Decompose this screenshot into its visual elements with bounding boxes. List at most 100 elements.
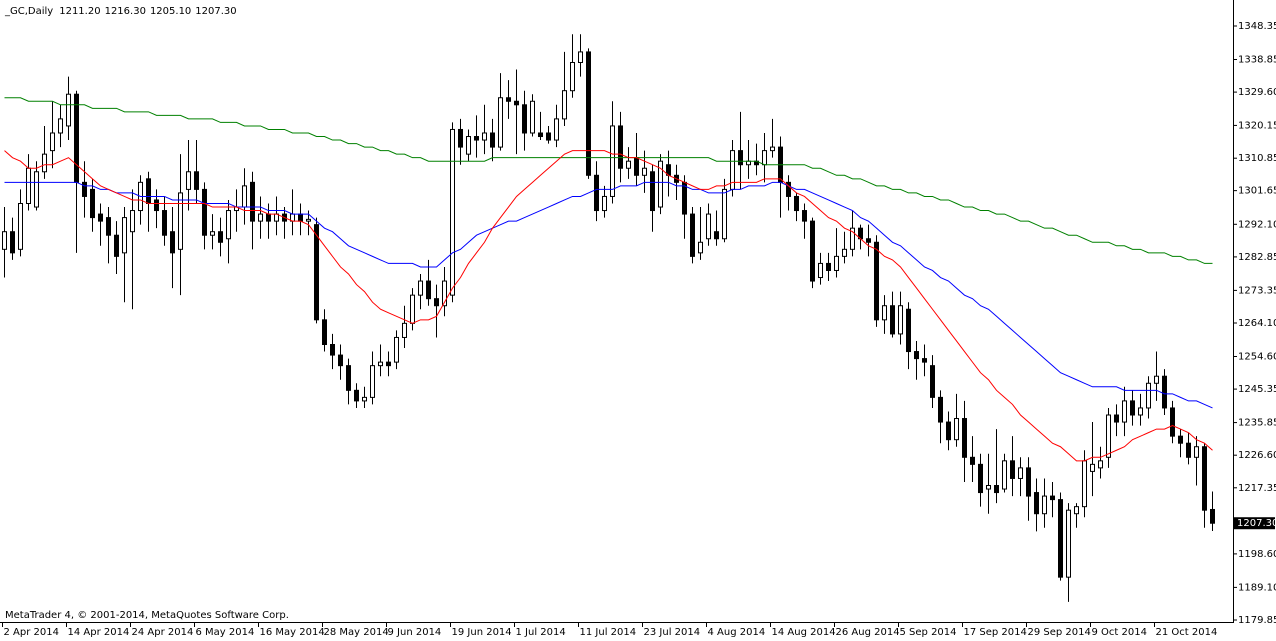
candle-body-bull xyxy=(850,227,855,250)
candle-body-bear xyxy=(970,456,975,465)
candle-body-bull xyxy=(178,192,183,250)
candle-body-bull xyxy=(482,132,487,141)
candle-body-bull xyxy=(26,167,31,204)
candle-body-bear xyxy=(298,213,303,222)
last-price-label: 1207.30 xyxy=(1237,518,1276,529)
candle-body-bear xyxy=(506,97,511,102)
candle-body-bull xyxy=(1194,446,1199,458)
candle-body-bear xyxy=(978,463,983,494)
candle-body-bull xyxy=(1082,460,1087,508)
candle-body-bull xyxy=(242,185,247,208)
candle-body-bear xyxy=(98,213,103,222)
candle-body-bear xyxy=(266,213,271,222)
candle-body-bear xyxy=(434,298,439,307)
candle-body-bear xyxy=(162,210,167,236)
x-tick-label: 9 Jun 2014 xyxy=(388,627,442,638)
candle-body-bear xyxy=(490,132,495,148)
candle-body-bull xyxy=(410,294,415,324)
candle-body-bear xyxy=(866,238,871,243)
candle-body-bear xyxy=(1058,499,1063,578)
candle-body-bear xyxy=(90,188,95,219)
x-tick-label: 6 May 2014 xyxy=(196,627,255,638)
candle-body-bull xyxy=(1154,375,1159,384)
x-tick-label: 4 Aug 2014 xyxy=(708,627,766,638)
candle-body-bull xyxy=(58,118,63,134)
candle-body-bear xyxy=(938,396,943,423)
candle-body-bear xyxy=(794,195,799,212)
y-tick-label: 1301.65 xyxy=(1238,186,1276,197)
header-open: 1211.20 xyxy=(59,6,100,17)
candle-body-bull xyxy=(642,167,647,176)
candle-body-bear xyxy=(546,132,551,141)
candle-body-bull xyxy=(1098,460,1103,469)
candle-body-bear xyxy=(538,132,543,138)
candle-body-bull xyxy=(50,132,55,152)
footer: MetaTrader 4, © 2001-2014, MetaQuotes So… xyxy=(5,610,289,621)
candle-body-bear xyxy=(946,421,951,441)
candle-body-bear xyxy=(930,365,935,398)
moving-average-line xyxy=(4,181,1213,409)
candle-body-bear xyxy=(738,150,743,166)
candle-body-bull xyxy=(1122,400,1127,423)
candle-body-bull xyxy=(18,202,23,250)
candle-body-bull xyxy=(306,218,311,222)
candle-body-bear xyxy=(514,100,519,106)
candle-body-bear xyxy=(218,231,223,243)
candle-body-bull xyxy=(834,255,839,271)
candle-body-bull xyxy=(394,336,399,363)
candle-body-bull xyxy=(570,61,575,92)
candle-body-bull xyxy=(658,160,663,208)
candle-body-bull xyxy=(2,231,7,250)
candle-body-bear xyxy=(618,125,623,169)
candle-body-bear xyxy=(314,224,319,321)
x-tick-label: 26 Aug 2014 xyxy=(836,627,900,638)
y-tick-label: 1198.60 xyxy=(1238,549,1276,560)
candle-body-bull xyxy=(626,160,631,169)
moving-average-line xyxy=(4,150,1213,462)
last-price-box xyxy=(1234,517,1275,530)
candle-body-bear xyxy=(810,220,815,282)
y-tick-label: 1292.10 xyxy=(1238,219,1276,230)
candle-body-bull xyxy=(898,305,903,335)
candle-body-bull xyxy=(226,210,231,240)
candle-body-bear xyxy=(1210,508,1215,524)
candle-body-bear xyxy=(786,181,791,197)
header-high: 1216.30 xyxy=(105,6,146,17)
candle-body-bull xyxy=(818,262,823,279)
candle-body-bull xyxy=(362,396,367,402)
candle-body-bull xyxy=(210,231,215,236)
candle-body-bull xyxy=(706,213,711,240)
candle-body-bull xyxy=(34,171,39,208)
candle-body-bear xyxy=(154,199,159,212)
candle-body-bull xyxy=(1002,460,1007,490)
candle-body-bull xyxy=(698,241,703,254)
candle-body-bear xyxy=(426,280,431,300)
candle-body-bull xyxy=(1138,407,1143,416)
candle-body-bear xyxy=(802,210,807,222)
candle-body-bear xyxy=(650,171,655,212)
candle-body-bull xyxy=(730,150,735,190)
chart-title: _GC,Daily xyxy=(4,6,53,17)
candle-body-bull xyxy=(466,136,471,155)
candle-body-bull xyxy=(130,210,135,233)
y-tick-label: 1310.85 xyxy=(1238,153,1276,164)
candle-body-bear xyxy=(354,389,359,402)
x-tick-label: 21 Oct 2014 xyxy=(1156,627,1218,638)
candle-body-bull xyxy=(554,118,559,141)
x-tick-label: 23 Jul 2014 xyxy=(644,627,701,638)
candle-body-bull xyxy=(954,418,959,441)
y-tick-label: 1245.35 xyxy=(1238,384,1276,395)
candle-body-bear xyxy=(202,188,207,236)
candle-body-bear xyxy=(826,262,831,271)
candle-body-bull xyxy=(1106,414,1111,458)
candle-body-bear xyxy=(1114,414,1119,423)
chart-header: _GC,Daily 1211.20 1216.30 1205.10 1207.30 xyxy=(4,6,237,17)
y-tick-label: 1329.60 xyxy=(1238,87,1276,98)
moving-average-line xyxy=(4,97,1213,264)
candle-body-bear xyxy=(586,51,591,176)
candle-body-bull xyxy=(882,305,887,321)
candle-body-bear xyxy=(962,418,967,458)
candle-body-bull xyxy=(762,150,767,166)
